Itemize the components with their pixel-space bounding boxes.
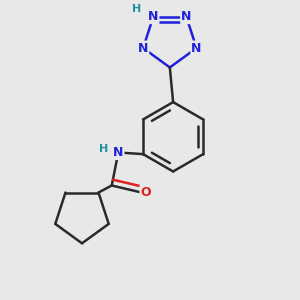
Text: N: N: [113, 146, 124, 159]
Text: N: N: [138, 41, 148, 55]
Text: H: H: [99, 144, 108, 154]
Text: N: N: [181, 10, 191, 23]
Text: O: O: [140, 186, 151, 199]
Text: N: N: [148, 10, 158, 23]
Text: H: H: [132, 4, 141, 14]
Text: N: N: [191, 41, 202, 55]
